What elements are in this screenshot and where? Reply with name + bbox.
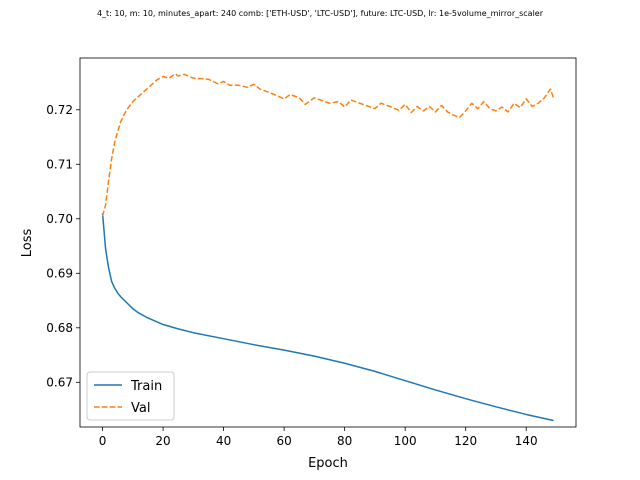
x-axis-label: Epoch: [308, 456, 348, 471]
x-tick-label: 100: [394, 434, 417, 448]
plot-frame: [79, 57, 577, 428]
series-line-train: [101, 213, 554, 422]
x-tick-label: 120: [454, 434, 477, 448]
series-line-val: [101, 73, 555, 217]
legend-box: [86, 371, 175, 421]
y-tick-label: 0.72: [46, 103, 73, 117]
chart-title: 4_t: 10, m: 10, minutes_apart: 240 comb:…: [97, 9, 544, 18]
y-axis: 0.67 0.68 0.69 0.70 0.71 0.72: [46, 103, 80, 389]
x-tick-label: 0: [99, 434, 107, 448]
plot-area: [79, 57, 577, 428]
y-tick-label: 0.68: [46, 321, 73, 335]
y-tick-label: 0.67: [46, 375, 73, 389]
y-tick-label: 0.69: [46, 266, 73, 280]
y-tick-label: 0.71: [46, 157, 73, 171]
x-tick-label: 140: [515, 434, 538, 448]
series-layer: [101, 73, 555, 422]
plot-background: [80, 58, 576, 427]
x-tick-label: 80: [337, 434, 352, 448]
x-tick-label: 40: [216, 434, 231, 448]
legend-train-label: Train: [130, 379, 162, 394]
x-tick-label: 20: [155, 434, 170, 448]
y-axis-label: Loss: [20, 229, 35, 258]
x-tick-label: 60: [276, 434, 291, 448]
legend-val-label: Val: [131, 401, 150, 416]
x-axis: 0 20 40 60 80 100 120 140: [99, 427, 538, 448]
legend: Train Val: [86, 371, 175, 421]
y-tick-label: 0.70: [46, 212, 73, 226]
